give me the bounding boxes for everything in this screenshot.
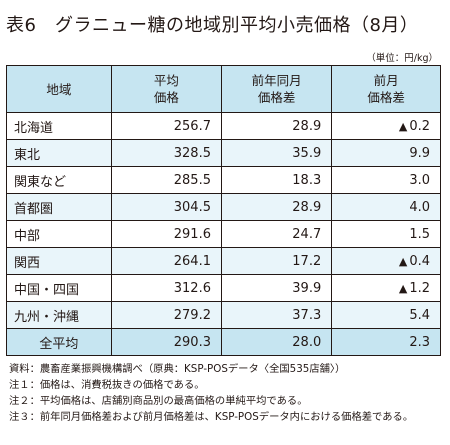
mom-diff-cell: 3.0 [331,166,440,194]
note-source: 資料： 農畜産業振興機構調べ（原典：KSP-POSデータ〈全国535店舗〉） [9,361,444,377]
mom-diff-value: 1.5 [409,226,430,242]
note-1: 注１： 価格は、消費税抜きの価格である。 [9,377,444,393]
mom-diff-cell: 1.5 [331,220,440,248]
avg-price-cell: 304.5 [110,193,222,221]
table-row: 東北 328.5 35.9 9.9 [7,139,440,167]
table-total-row: 全平均 290.3 28.0 2.3 [7,328,440,355]
note-label: 注２： [9,395,40,407]
table-row: 中国・四国 312.6 39.9 ▲ 1.2 [7,274,440,302]
avg-price-cell: 256.7 [110,112,222,140]
yoy-diff-cell: 24.7 [220,220,333,248]
yoy-diff-cell: 28.9 [220,193,333,221]
negative-triangle-icon: ▲ [398,119,408,133]
note-3: 注３： 前年同月価格差および前月価格差は、KSP-POSデータ内における価格差で… [9,409,444,425]
note-text: 平均価格は、店舗別商品別の最高価格の単純平均である。 [39,395,308,407]
header-mom-diff-line2: 価格差 [367,90,405,105]
yoy-diff-cell: 37.3 [220,301,333,329]
mom-diff-cell: ▲ 0.4 [331,247,440,275]
mom-diff-cell: 4.0 [331,193,440,221]
header-region: 地域 [7,66,112,113]
note-label: 注３： [9,411,40,423]
price-table-frame: 地域 平均 価格 前年同月 価格差 前月 価格差 北海道 256.7 28.9 ▲ 0. [6,65,441,356]
table-row: 九州・沖縄 279.2 37.3 5.4 [7,301,440,329]
mom-diff-cell: ▲ 0.2 [331,112,440,140]
note-label: 注１： [9,379,40,391]
region-cell: 関東など [7,166,112,194]
yoy-diff-cell: 28.9 [220,112,333,140]
header-yoy-diff-line1: 前年同月 [251,73,302,88]
mom-diff-value: 2.3 [409,334,430,350]
mom-diff-cell: ▲ 1.2 [331,274,440,302]
region-cell: 中部 [7,220,112,248]
notes: 資料： 農畜産業振興機構調べ（原典：KSP-POSデータ〈全国535店舗〉） 注… [9,361,444,425]
region-cell: 首都圏 [7,193,112,221]
mom-diff-value: 9.9 [409,145,430,161]
note-2: 注２： 平均価格は、店舗別商品別の最高価格の単純平均である。 [9,393,444,409]
table-row: 北海道 256.7 28.9 ▲ 0.2 [7,112,440,140]
yoy-diff-cell: 18.3 [220,166,333,194]
table-row: 中部 291.6 24.7 1.5 [7,220,440,248]
negative-triangle-icon: ▲ [398,281,408,295]
mom-diff-value: 4.0 [409,199,430,215]
table-row: 首都圏 304.5 28.9 4.0 [7,193,440,221]
mom-diff-cell: 2.3 [331,328,440,355]
mom-diff-value: 1.2 [409,280,430,296]
region-cell: 関西 [7,247,112,275]
price-table: 地域 平均 価格 前年同月 価格差 前月 価格差 北海道 256.7 28.9 ▲ 0. [7,66,440,355]
note-text: 価格は、消費税抜きの価格である。 [39,379,205,391]
region-cell: 中国・四国 [7,274,112,302]
mom-diff-cell: 9.9 [331,139,440,167]
page-title: 表6 グラニュー糖の地域別平均小売価格（8月） [6,15,419,36]
header-mom-diff: 前月 価格差 [331,66,440,113]
header-mom-diff-line1: 前月 [373,73,399,88]
yoy-diff-cell: 28.0 [220,328,333,355]
region-cell: 北海道 [7,112,112,140]
yoy-diff-cell: 35.9 [220,139,333,167]
note-text: 農畜産業振興機構調べ（原典：KSP-POSデータ〈全国535店舗〉） [39,363,346,375]
header-avg-price: 平均 価格 [110,66,222,113]
mom-diff-cell: 5.4 [331,301,440,329]
note-text: 前年同月価格差および前月価格差は、KSP-POSデータ内における価格差である。 [39,411,414,423]
header-yoy-diff-line2: 価格差 [257,90,296,105]
mom-diff-value: 0.2 [409,118,430,134]
negative-triangle-icon: ▲ [398,254,408,268]
unit-label: （単位：円/kg） [366,53,438,64]
avg-price-cell: 290.3 [110,328,222,355]
mom-diff-value: 0.4 [409,253,430,269]
avg-price-cell: 279.2 [110,301,222,329]
avg-price-cell: 291.6 [110,220,222,248]
table-row: 関西 264.1 17.2 ▲ 0.4 [7,247,440,275]
table-row: 関東など 285.5 18.3 3.0 [7,166,440,194]
mom-diff-value: 5.4 [409,307,430,323]
header-yoy-diff: 前年同月 価格差 [220,66,333,113]
region-cell: 九州・沖縄 [7,301,112,329]
yoy-diff-cell: 39.9 [220,274,333,302]
avg-price-cell: 312.6 [110,274,222,302]
header-avg-price-line1: 平均 [153,73,179,88]
table-body: 北海道 256.7 28.9 ▲ 0.2 東北 328.5 35.9 9.9 関東など 285.5 1… [7,112,440,355]
note-label: 資料： [9,363,40,375]
region-cell: 東北 [7,139,112,167]
avg-price-cell: 285.5 [110,166,222,194]
yoy-diff-cell: 17.2 [220,247,333,275]
avg-price-cell: 328.5 [110,139,222,167]
avg-price-cell: 264.1 [110,247,222,275]
region-cell: 全平均 [7,328,112,355]
mom-diff-value: 3.0 [409,172,430,188]
table-header-row: 地域 平均 価格 前年同月 価格差 前月 価格差 [7,66,440,113]
header-avg-price-line2: 価格 [153,90,179,105]
